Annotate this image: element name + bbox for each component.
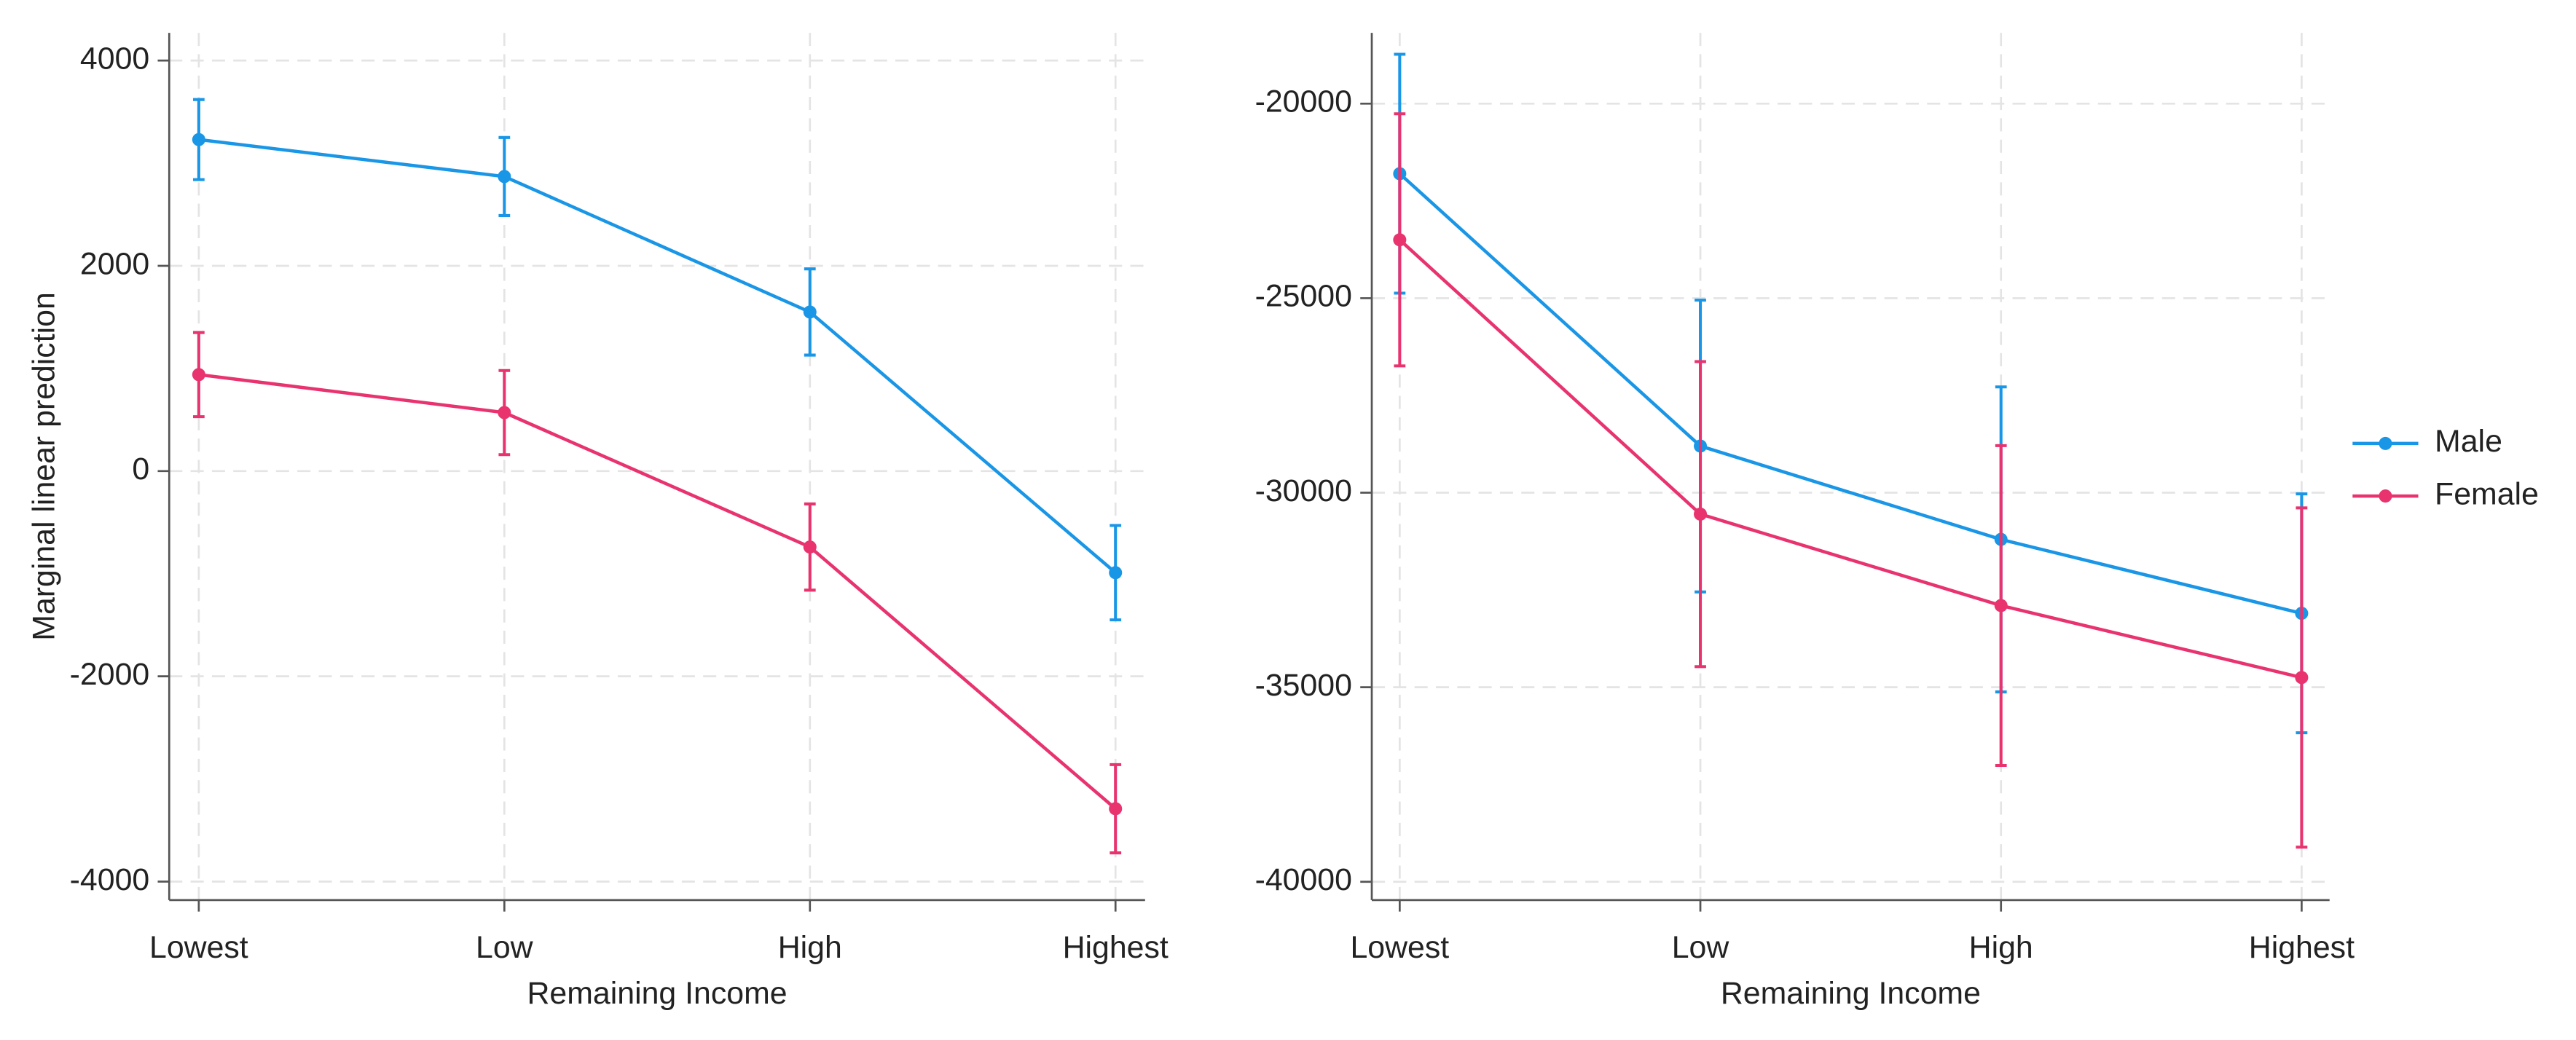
point (1994, 599, 2008, 612)
x-axis-title: Remaining Income (527, 976, 788, 1011)
y-tick-label: -2000 (70, 657, 150, 692)
legend-label: Female (2435, 476, 2539, 511)
x-tick-label: Highest (1063, 930, 1169, 965)
x-tick-label: Highest (2249, 930, 2355, 965)
point (803, 540, 817, 554)
x-tick-label: Lowest (149, 930, 248, 965)
x-axis-title: Remaining Income (1721, 976, 1981, 1011)
x-tick-label: High (1969, 930, 2033, 965)
y-tick-label: -40000 (1255, 862, 1352, 897)
point (498, 406, 511, 419)
y-tick-label: 4000 (80, 41, 149, 76)
point (2295, 671, 2309, 685)
point (803, 305, 817, 319)
legend-label: Male (2435, 424, 2502, 459)
y-tick-label: -30000 (1255, 473, 1352, 508)
point (1393, 233, 1407, 247)
point (192, 133, 205, 146)
y-tick-label: 0 (132, 452, 149, 486)
x-tick-label: Lowest (1350, 930, 1449, 965)
point (1694, 507, 1708, 521)
y-tick-label: -25000 (1255, 279, 1352, 314)
point (192, 368, 205, 382)
series-line (1398, 172, 2302, 615)
point (498, 170, 511, 184)
point (1109, 566, 1123, 580)
y-axis-title: Marginal linear prediction (26, 292, 61, 641)
x-tick-label: Low (1672, 930, 1730, 965)
series-line (1398, 238, 2302, 679)
series-line (198, 138, 1117, 575)
legend-swatch (2379, 436, 2392, 450)
y-tick-label: -20000 (1255, 84, 1352, 119)
y-tick-label: -4000 (70, 862, 150, 897)
x-tick-label: Low (476, 930, 534, 965)
legend-swatch (2379, 489, 2392, 503)
series-line (198, 373, 1117, 811)
y-tick-label: -35000 (1255, 668, 1352, 703)
point (1109, 802, 1123, 816)
x-tick-label: High (778, 930, 842, 965)
y-tick-label: 2000 (80, 246, 149, 281)
